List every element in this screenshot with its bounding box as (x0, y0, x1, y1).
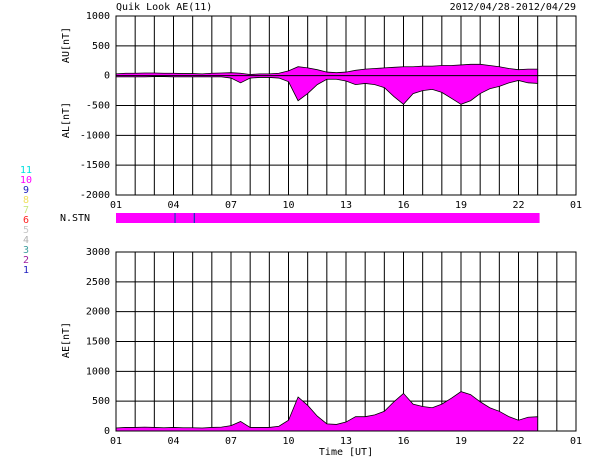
x-tick-label: 01 (570, 200, 582, 211)
y-tick-label: 1500 (86, 337, 110, 348)
legend-label: 5 (23, 225, 29, 236)
x-tick-label: 04 (167, 200, 179, 211)
x-tick-label: 19 (455, 436, 467, 447)
legend-label: 8 (23, 195, 29, 206)
y-tick-label: 500 (92, 41, 110, 52)
x-tick-label: 16 (397, 200, 409, 211)
x-tick-label: 10 (282, 436, 294, 447)
y-tick-label: -1000 (80, 130, 110, 141)
x-tick-label: 07 (225, 200, 237, 211)
x-tick-label: 07 (225, 436, 237, 447)
date-range: 2012/04/28-2012/04/29 (450, 2, 576, 13)
x-tick-label: 10 (282, 200, 294, 211)
station-count (193, 213, 195, 223)
y-tick-label: 1000 (86, 11, 110, 22)
x-tick-label: 19 (455, 200, 467, 211)
x-tick-label: 04 (167, 436, 179, 447)
y-tick-label: 0 (104, 71, 110, 82)
y-tick-label: -2000 (80, 190, 110, 201)
y-axis-label: AU[nT] (61, 27, 72, 63)
y-tick-label: 1000 (86, 366, 110, 377)
plot-frame (115, 15, 577, 196)
x-tick-label: 13 (340, 436, 352, 447)
station-count (116, 213, 175, 223)
area (115, 63, 539, 77)
legend-label: 3 (23, 245, 29, 256)
legend-label: 7 (23, 205, 29, 216)
x-tick-label: 01 (110, 436, 122, 447)
x-tick-label: 22 (512, 200, 524, 211)
y-tick-label: 3000 (86, 247, 110, 258)
y-tick-label: -500 (86, 101, 110, 112)
legend-label: 2 (23, 255, 29, 266)
area (115, 75, 539, 105)
x-tick-label: 01 (110, 200, 122, 211)
legend-label: 6 (23, 215, 29, 226)
legend-label: 10 (20, 175, 32, 186)
x-tick-label: 16 (397, 436, 409, 447)
y-tick-label: 500 (92, 396, 110, 407)
x-axis-label: Time [UT] (319, 447, 373, 458)
y-axis-label: AL[nT] (61, 102, 72, 138)
x-tick-label: 01 (570, 436, 582, 447)
legend-label: 11 (20, 165, 32, 176)
x-tick-label: 22 (512, 436, 524, 447)
area (115, 391, 539, 432)
chart-title: Quik Look AE(11) (116, 2, 212, 13)
station-count (194, 213, 540, 223)
plot-frame (115, 251, 577, 432)
x-tick-label: 13 (340, 200, 352, 211)
y-tick-label: 2500 (86, 277, 110, 288)
y-tick-label: 2000 (86, 307, 110, 318)
legend-label: 9 (23, 185, 29, 196)
station-count (174, 213, 176, 223)
strip-label: N.STN (60, 213, 90, 224)
y-tick-label: -1500 (80, 160, 110, 171)
legend-label: 1 (23, 265, 29, 276)
legend-label: 4 (23, 235, 29, 246)
station-count (175, 213, 194, 223)
y-axis-label: AE[nT] (61, 322, 72, 358)
y-tick-label: 0 (104, 426, 110, 437)
